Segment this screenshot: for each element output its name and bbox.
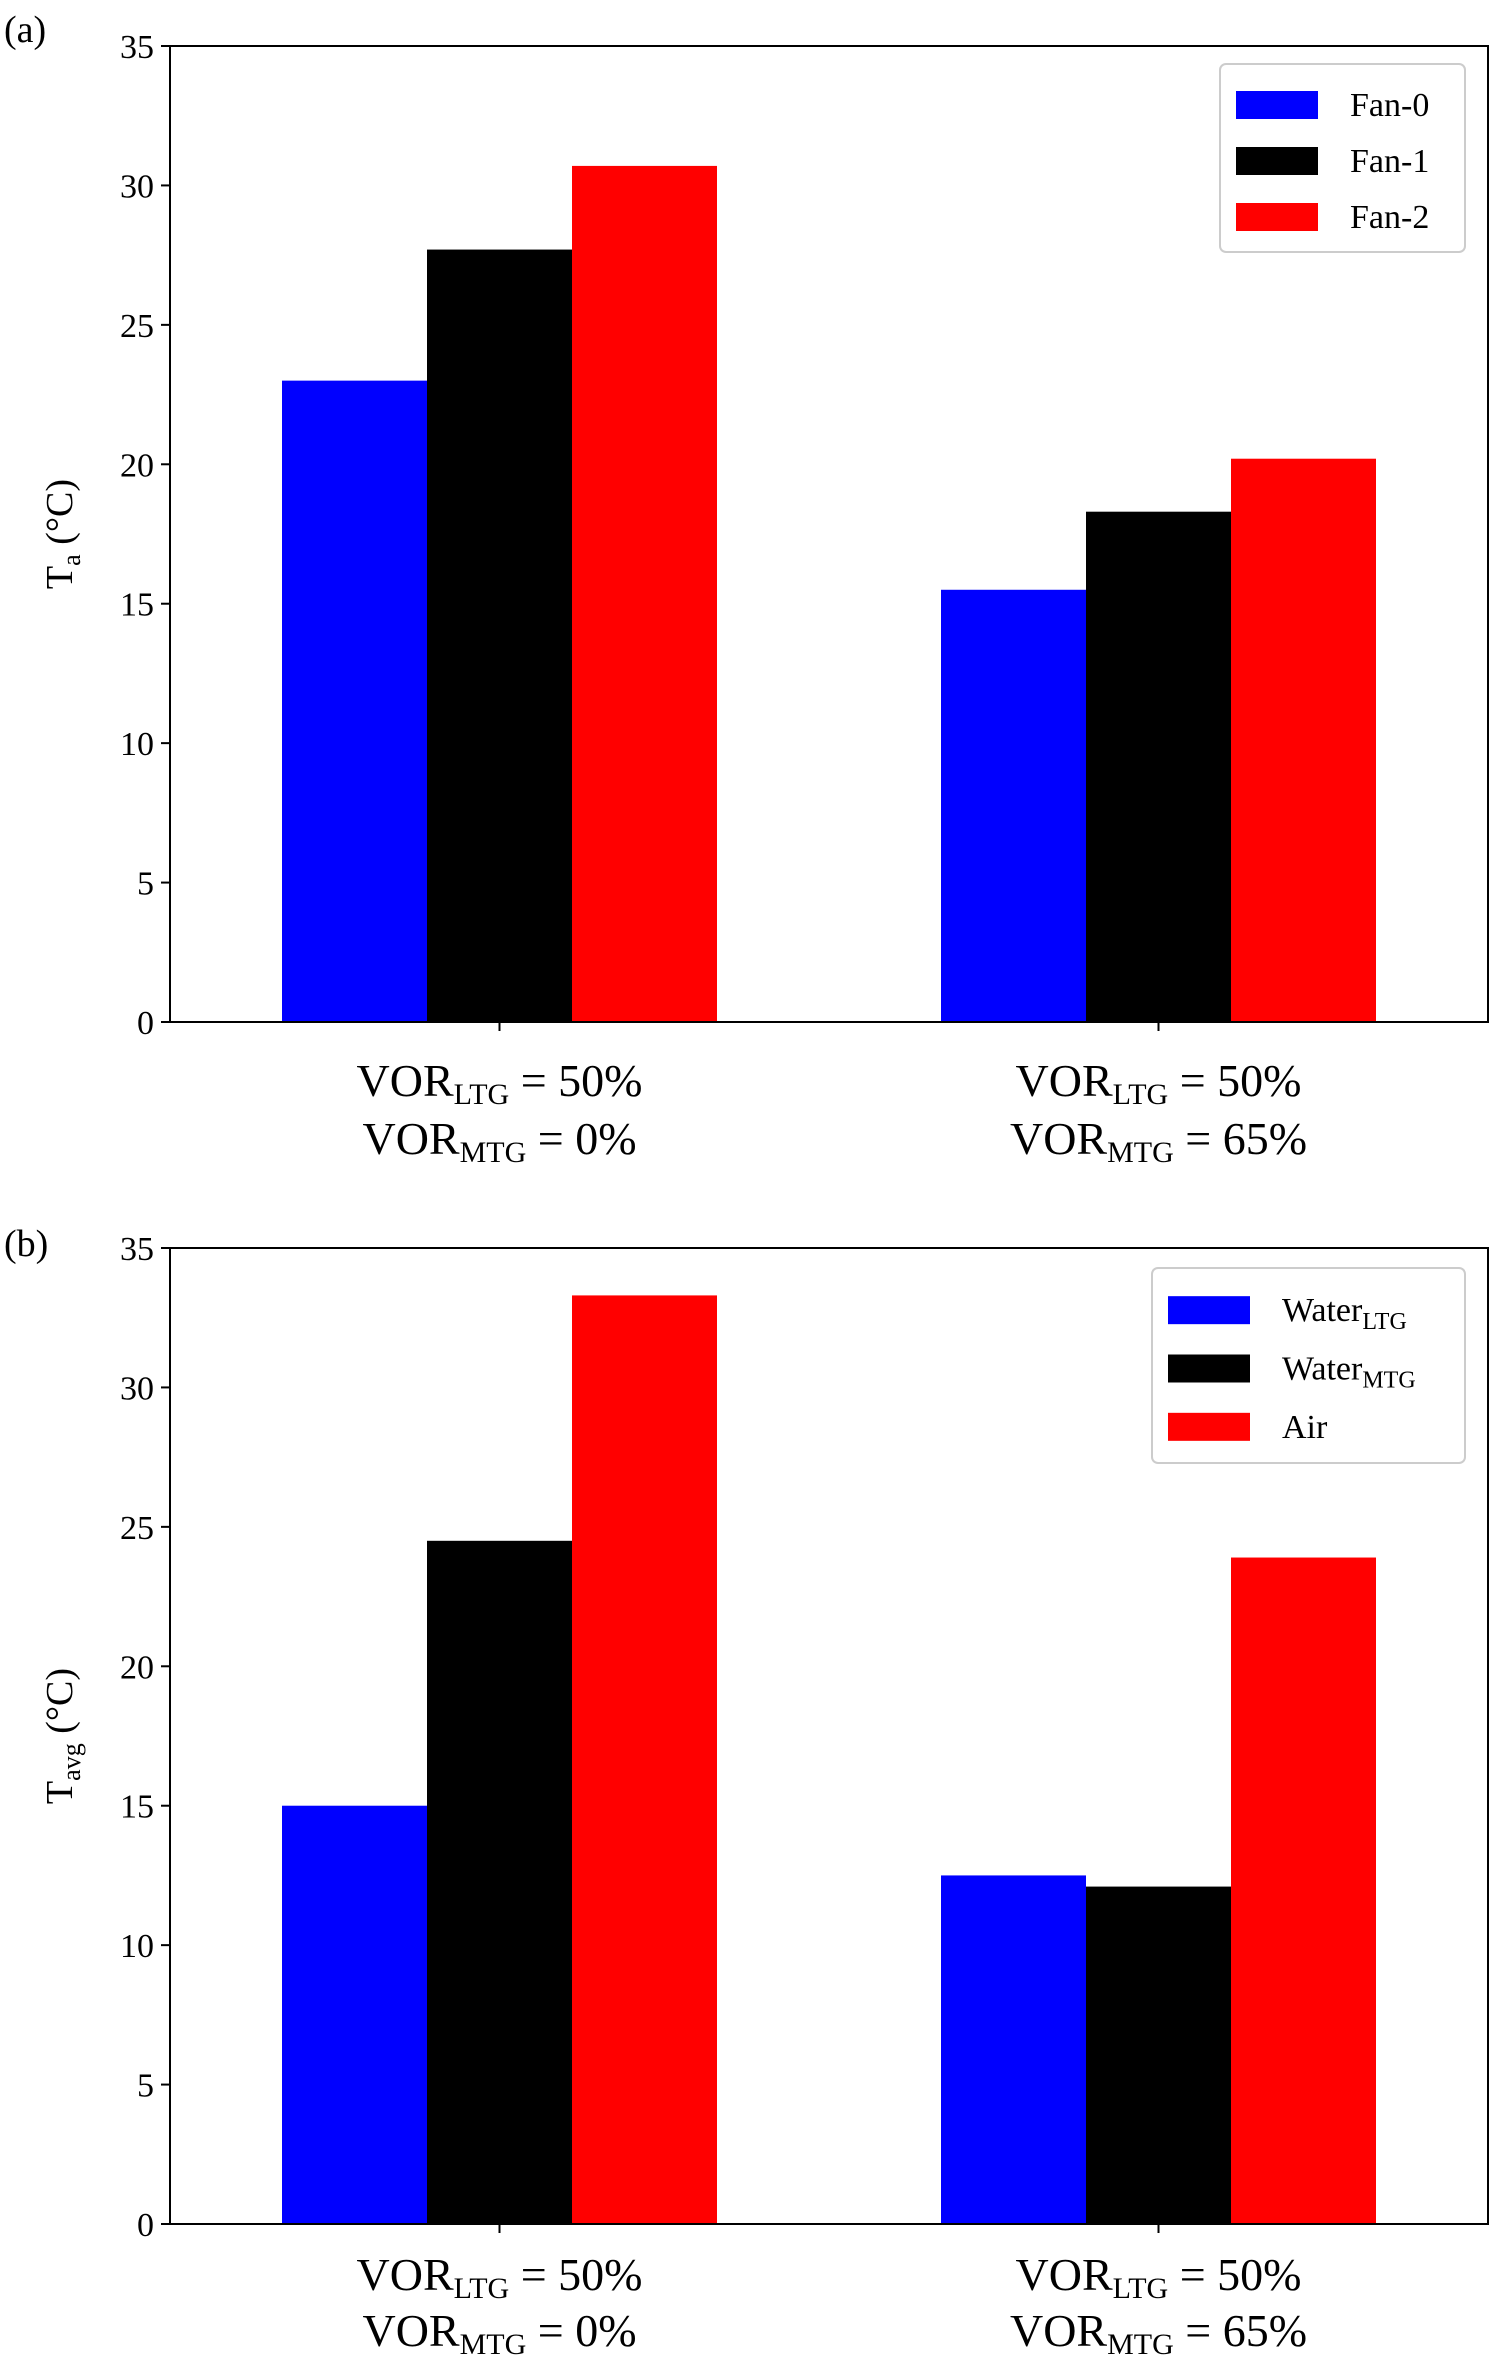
y-tick-label: 0 — [137, 2207, 154, 2244]
y-axis: 0 5 10 15 20 25 30 35 — [120, 29, 170, 1042]
legend-label: Fan-2 — [1350, 199, 1429, 236]
bar-water-mtg-cat-2 — [1086, 1886, 1231, 2224]
bars — [282, 1295, 1376, 2224]
y-tick-label: 30 — [120, 168, 154, 205]
x-axis: VORLTG = 50%VORMTG = 0%VORLTG = 50%VORMT… — [357, 2224, 1307, 2361]
bar-air-cat-1 — [572, 1295, 717, 2224]
bar-fan-1-cat-2 — [1086, 511, 1231, 1022]
bar-fan-0-cat-2 — [941, 589, 1086, 1022]
bar-fan-2-cat-1 — [572, 165, 717, 1022]
plot-frame — [169, 45, 1489, 1023]
y-tick-label: 30 — [120, 1370, 154, 1407]
y-tick-label: 35 — [120, 1231, 154, 1268]
legend-swatch — [1168, 1296, 1250, 1325]
legend-label: Fan-1 — [1350, 143, 1429, 180]
x-category-label-line-1: VORLTG = 50% — [1016, 1055, 1302, 1111]
bar-water-ltg-cat-1 — [282, 1805, 427, 2224]
y-tick-label: 35 — [120, 29, 154, 66]
x-axis: VORLTG = 50%VORMTG = 0%VORLTG = 50%VORMT… — [357, 1022, 1307, 1169]
y-tick-label: 20 — [120, 1649, 154, 1686]
legend-swatch — [1168, 1354, 1250, 1383]
y-tick-label: 15 — [120, 587, 154, 624]
panel-label: (b) — [4, 1223, 48, 1265]
legend-swatch — [1168, 1412, 1250, 1441]
x-category-label-line-2: VORMTG = 0% — [362, 1113, 636, 1169]
x-category-label-line-1: VORLTG = 50% — [357, 1055, 643, 1111]
x-category-label-line-1: VORLTG = 50% — [357, 2249, 643, 2305]
bar-water-mtg-cat-1 — [427, 1540, 572, 2224]
x-category-label-line-1: VORLTG = 50% — [1016, 2249, 1302, 2305]
y-axis-label: Ta (°C) — [39, 479, 86, 589]
bar-fan-1-cat-1 — [427, 249, 572, 1022]
x-category-label-line-2: VORMTG = 65% — [1010, 2305, 1307, 2361]
y-tick-label: 20 — [120, 447, 154, 484]
y-tick-label: 10 — [120, 726, 154, 763]
legend-swatch — [1236, 203, 1318, 231]
legend: WaterLTG WaterMTG Air — [1151, 1267, 1466, 1464]
y-tick-label: 10 — [120, 1928, 154, 1965]
plot-frame — [169, 1247, 1489, 2225]
legend-label: Fan-0 — [1350, 87, 1429, 124]
bar-air-cat-2 — [1231, 1557, 1376, 2224]
y-tick-label: 25 — [120, 1510, 154, 1547]
y-tick-label: 5 — [137, 866, 154, 903]
bar-fan-0-cat-1 — [282, 380, 427, 1023]
x-category-label-line-2: VORMTG = 65% — [1010, 1113, 1307, 1169]
y-tick-label: 15 — [120, 1789, 154, 1826]
y-tick-label: 0 — [137, 1005, 154, 1042]
panel-label: (a) — [4, 9, 46, 51]
y-axis: 0 5 10 15 20 25 30 35 — [120, 1231, 170, 2244]
y-axis-label: Tavg (°C) — [39, 1668, 86, 1804]
y-tick-label: 5 — [137, 2068, 154, 2105]
bar-water-ltg-cat-2 — [941, 1875, 1086, 2224]
legend-label: WaterMTG — [1282, 1351, 1416, 1394]
legend-swatch — [1236, 91, 1318, 119]
legend-label: WaterLTG — [1282, 1292, 1407, 1335]
legend-label: Air — [1282, 1409, 1328, 1446]
bars — [282, 165, 1376, 1023]
legend: Fan-0 Fan-1 Fan-2 — [1219, 63, 1466, 253]
x-category-label-line-2: VORMTG = 0% — [362, 2305, 636, 2361]
y-tick-label: 25 — [120, 308, 154, 345]
bar-fan-2-cat-2 — [1231, 458, 1376, 1022]
legend-swatch — [1236, 147, 1318, 175]
